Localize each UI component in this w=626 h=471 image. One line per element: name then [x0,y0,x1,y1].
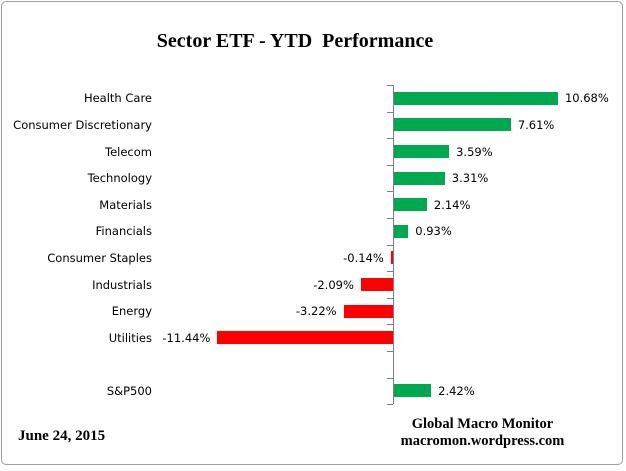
bar-telecom [394,145,450,158]
axis-tick [387,138,393,139]
value-label-energy: -3.22% [295,304,337,318]
category-label-consumer-discretionary: Consumer Discretionary [13,118,152,132]
bar-technology [394,172,445,185]
axis-tick [387,218,393,219]
category-label-s-p500: S&P500 [106,384,152,398]
bar-health-care [394,92,558,105]
axis-tick [387,404,393,405]
category-label-materials: Materials [99,198,152,212]
value-label-health-care: 10.68% [564,91,609,105]
value-label-consumer-staples: -0.14% [343,251,384,265]
category-label-industrials: Industrials [92,278,152,292]
bar-consumer-staples [390,251,393,264]
credit-block: Global Macro Monitor macromon.wordpress.… [340,416,625,450]
axis-tick [387,85,393,86]
value-label-industrials: -2.09% [313,278,354,292]
value-label-consumer-discretionary: 7.61% [517,118,555,132]
value-label-technology: 3.31% [451,171,489,185]
axis-tick [387,351,393,352]
bar-utilities [217,331,393,344]
category-label-financials: Financials [95,224,152,238]
bar-consumer-discretionary [394,118,511,131]
axis-tick [387,191,393,192]
category-label-telecom: Telecom [105,145,152,159]
value-axis-line [393,85,394,405]
axis-tick [387,271,393,272]
category-label-consumer-staples: Consumer Staples [47,251,152,265]
bar-materials [394,198,427,211]
axis-tick [387,112,393,113]
footer-date: June 24, 2015 [18,428,106,444]
category-label-energy: Energy [111,304,152,318]
credit-line2: macromon.wordpress.com [400,433,565,449]
axis-tick [387,165,393,166]
category-label-health-care: Health Care [83,91,152,105]
axis-tick [387,324,393,325]
bar-industrials [360,278,393,291]
value-label-materials: 2.14% [433,198,471,212]
credit-line1: Global Macro Monitor [411,416,554,432]
value-label-financials: 0.93% [415,224,452,238]
bar-s-p500 [394,384,432,397]
bar-financials [394,225,409,238]
chart-title: Sector ETF - YTD Performance [156,30,434,52]
axis-tick [387,378,393,379]
axis-tick [387,245,393,246]
axis-tick [387,298,393,299]
category-label-utilities: Utilities [108,331,152,345]
value-label-s-p500: 2.42% [438,384,475,398]
value-label-telecom: 3.59% [456,145,493,159]
bar-energy [343,305,393,318]
category-label-technology: Technology [87,171,152,185]
value-label-utilities: -11.44% [162,331,211,345]
